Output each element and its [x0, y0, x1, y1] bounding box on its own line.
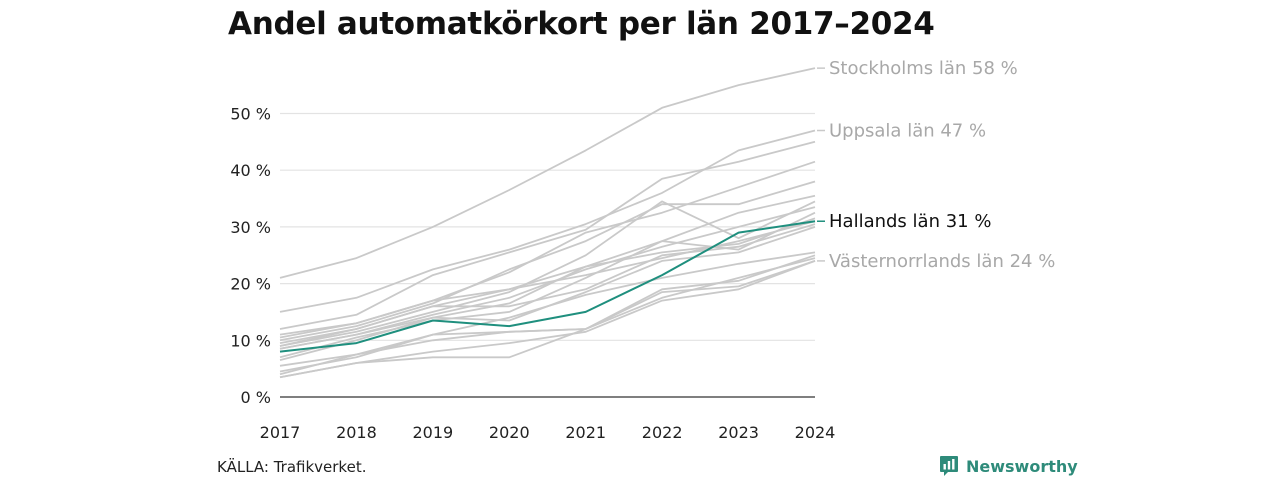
series-line [279, 254, 816, 376]
brand-name: Newsworthy [966, 456, 1078, 476]
series-line [279, 220, 816, 339]
x-tick-label: 2020 [489, 423, 530, 442]
series-lines [279, 67, 816, 379]
series-line-highlight [279, 220, 816, 353]
series-end-label: Stockholms län 58 % [829, 58, 1018, 79]
newsworthy-logo-icon [940, 456, 958, 476]
x-tick-label: 2024 [795, 423, 836, 442]
series-line [279, 67, 816, 279]
series-line [279, 129, 816, 313]
series-line [279, 223, 816, 347]
y-tick-label: 10 % [230, 331, 271, 350]
brand-logo: Newsworthy [939, 455, 1078, 477]
series-line [279, 217, 816, 361]
y-tick-label: 0 % [241, 388, 271, 407]
y-tick-label: 40 % [230, 161, 271, 180]
chart-title: Andel automatkörkort per län 2017–2024 [228, 6, 935, 42]
series-end-label: Hallands län 31 % [829, 211, 991, 232]
series-end-label: Västernorrlands län 24 % [829, 251, 1055, 272]
series-line [279, 160, 816, 336]
series-line [279, 180, 816, 342]
series-end-labels: Stockholms län 58 % Uppsala län 47 % Halla… [817, 58, 1055, 272]
x-tick-label: 2022 [642, 423, 683, 442]
x-tick-label: 2018 [336, 423, 377, 442]
series-line [279, 140, 816, 330]
series-line [279, 257, 816, 379]
source-note: KÄLLA: Trafikverket. [217, 458, 367, 476]
series-line [279, 194, 816, 344]
axes: 0 % 10 % 20 % 30 % 40 % 50 % 2017 2018 2019 2020 2… [230, 105, 835, 443]
y-tick-label: 20 % [230, 275, 271, 294]
y-tick-label: 50 % [230, 105, 271, 124]
x-tick-label: 2021 [565, 423, 606, 442]
series-line [279, 251, 816, 373]
series-line [279, 260, 816, 379]
y-tick-label: 30 % [230, 218, 271, 237]
x-tick-label: 2017 [260, 423, 301, 442]
x-tick-label: 2023 [718, 423, 759, 442]
series-line [279, 200, 816, 347]
x-tick-label: 2019 [412, 423, 453, 442]
series-end-label: Uppsala län 47 % [829, 121, 986, 142]
